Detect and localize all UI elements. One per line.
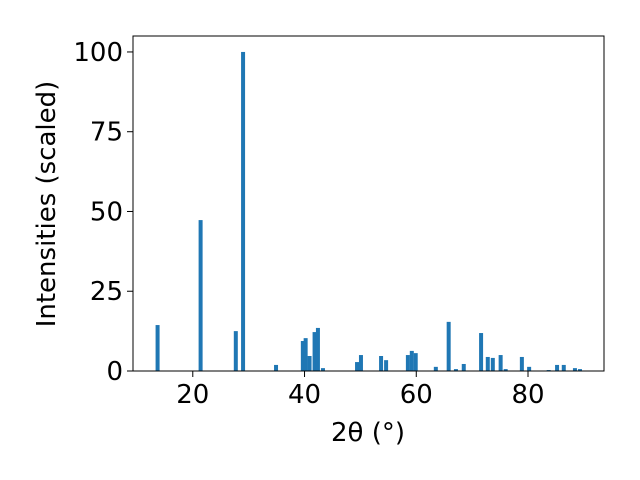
bar [527,366,532,371]
bar [300,341,305,371]
bar [479,333,484,371]
bar [485,356,490,371]
bar [413,353,418,371]
bar [315,327,320,371]
y-tick-label: 100 [73,38,123,68]
bar [233,331,238,371]
bar [379,356,384,371]
bar [241,51,246,371]
x-tick-label: 80 [511,380,544,410]
bar [320,368,325,371]
bar [155,325,160,371]
bar [561,364,566,371]
x-tick-label: 40 [288,380,321,410]
bar [307,356,312,371]
bar [198,220,203,371]
y-tick-label: 25 [90,277,123,307]
y-axis-label: Intensities (scaled) [32,81,62,328]
x-tick-label: 60 [400,380,433,410]
bar [405,355,410,371]
bar [409,350,414,371]
bar [490,357,495,371]
bar [577,369,582,371]
bar [303,338,308,371]
bar [274,364,279,371]
plot-frame [132,35,605,372]
bar [358,355,363,371]
bar [433,366,438,371]
bar [384,360,389,371]
y-tick-label: 0 [106,357,123,387]
bar [555,364,560,371]
bar [312,332,317,371]
bar [446,321,451,371]
bar [461,363,466,371]
bar [503,369,508,371]
bar [572,368,577,371]
y-tick-label: 50 [90,197,123,227]
x-tick-label: 20 [176,380,209,410]
bar [453,369,458,371]
bar [498,355,503,371]
bar [519,356,524,371]
x-axis-label: 2θ (°) [331,418,405,448]
bar [355,362,360,371]
y-tick-label: 75 [90,118,123,148]
